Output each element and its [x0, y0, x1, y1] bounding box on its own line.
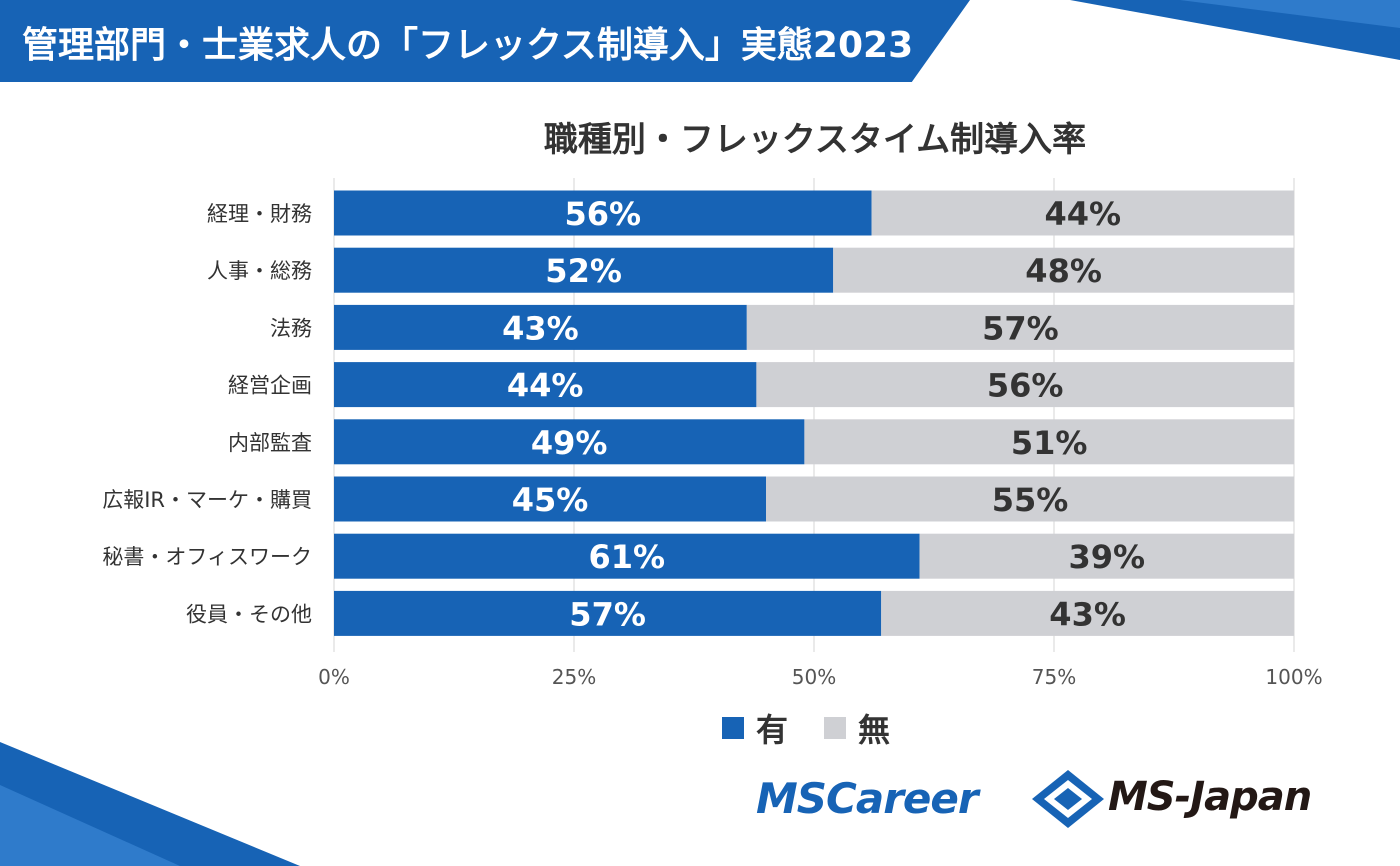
data-label-no: 48% — [1025, 252, 1102, 290]
data-label-yes: 57% — [569, 595, 646, 633]
bar-yes — [334, 304, 747, 350]
data-label-no: 55% — [992, 481, 1069, 519]
bar-yes — [334, 190, 872, 236]
data-label-no: 39% — [1069, 538, 1146, 576]
x-tick-label: 0% — [318, 665, 350, 689]
data-label-yes: 61% — [589, 538, 666, 576]
bar-no — [746, 304, 1294, 350]
data-label-yes: 44% — [507, 367, 584, 405]
category-label: 役員・その他 — [186, 602, 312, 626]
category-label: 広報IR・マーケ・購買 — [102, 488, 312, 512]
mscareer-logo: MSCareer — [756, 774, 979, 823]
bar-no — [756, 362, 1294, 408]
category-label: 経営企画 — [228, 374, 312, 398]
data-label-yes: 52% — [545, 252, 622, 290]
logos: MSCareer MS-Japan — [756, 768, 1356, 838]
x-tick-label: 75% — [1032, 665, 1076, 689]
data-label-no: 43% — [1049, 595, 1126, 633]
bar-no — [804, 419, 1294, 465]
bar-no — [766, 476, 1294, 522]
category-label: 内部監査 — [228, 431, 312, 455]
legend-label-yes: 有 — [756, 711, 789, 749]
data-label-no: 56% — [987, 367, 1064, 405]
data-label-no: 44% — [1045, 195, 1122, 233]
data-label-no: 51% — [1011, 424, 1088, 462]
ms-japan-logo: MS-Japan — [1108, 774, 1312, 820]
bar-yes — [334, 247, 834, 293]
bar-no — [919, 533, 1294, 579]
x-tick-label: 100% — [1265, 665, 1322, 689]
bar-no — [833, 247, 1294, 293]
bar-yes — [334, 476, 766, 522]
category-label: 経理・財務 — [207, 202, 312, 226]
stacked-bar-chart: 56% 44% 経理・財務 52% 48% 人事・総務 43% 57% 法務 44% 56% 経営企画… — [102, 178, 1323, 689]
bar-yes — [334, 419, 805, 465]
data-label-yes: 45% — [512, 481, 589, 519]
legend-swatch-no — [824, 717, 847, 739]
data-label-yes: 43% — [502, 309, 579, 347]
category-label: 秘書・オフィスワーク — [102, 545, 312, 569]
category-label: 人事・総務 — [207, 259, 312, 283]
bar-yes — [334, 590, 882, 636]
bar-no — [881, 590, 1294, 636]
bar-yes — [334, 362, 757, 408]
bar-no — [871, 190, 1294, 236]
header-banner — [0, 0, 970, 82]
legend-label-no: 無 — [858, 711, 891, 749]
chart-title: 職種別・フレックスタイム制導入率 — [543, 120, 1087, 160]
data-label-yes: 49% — [531, 424, 608, 462]
data-label-yes: 56% — [565, 195, 642, 233]
legend-swatch-yes — [722, 717, 744, 739]
page-title: 管理部門・士業求人の「フレックス制導入」実態2023 — [22, 25, 914, 66]
category-label: 法務 — [270, 316, 312, 340]
ms-japan-diamond-icon — [1032, 770, 1104, 828]
data-label-no: 57% — [982, 309, 1059, 347]
bar-yes — [334, 533, 920, 579]
x-tick-label: 50% — [792, 665, 836, 689]
x-tick-label: 25% — [552, 665, 596, 689]
legend: 有 無 — [722, 705, 926, 751]
